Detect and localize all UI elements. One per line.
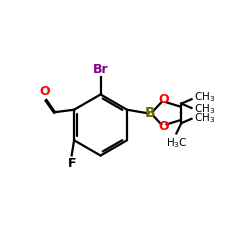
Text: O: O: [158, 94, 169, 106]
Text: CH$_3$: CH$_3$: [194, 90, 215, 104]
Text: B: B: [144, 106, 155, 120]
Text: H$_3$C: H$_3$C: [166, 136, 187, 150]
Text: O: O: [39, 85, 50, 98]
Text: F: F: [68, 158, 76, 170]
Text: Br: Br: [93, 63, 108, 76]
Text: CH$_3$: CH$_3$: [194, 111, 215, 125]
Text: O: O: [158, 120, 169, 133]
Text: CH$_3$: CH$_3$: [194, 102, 215, 116]
